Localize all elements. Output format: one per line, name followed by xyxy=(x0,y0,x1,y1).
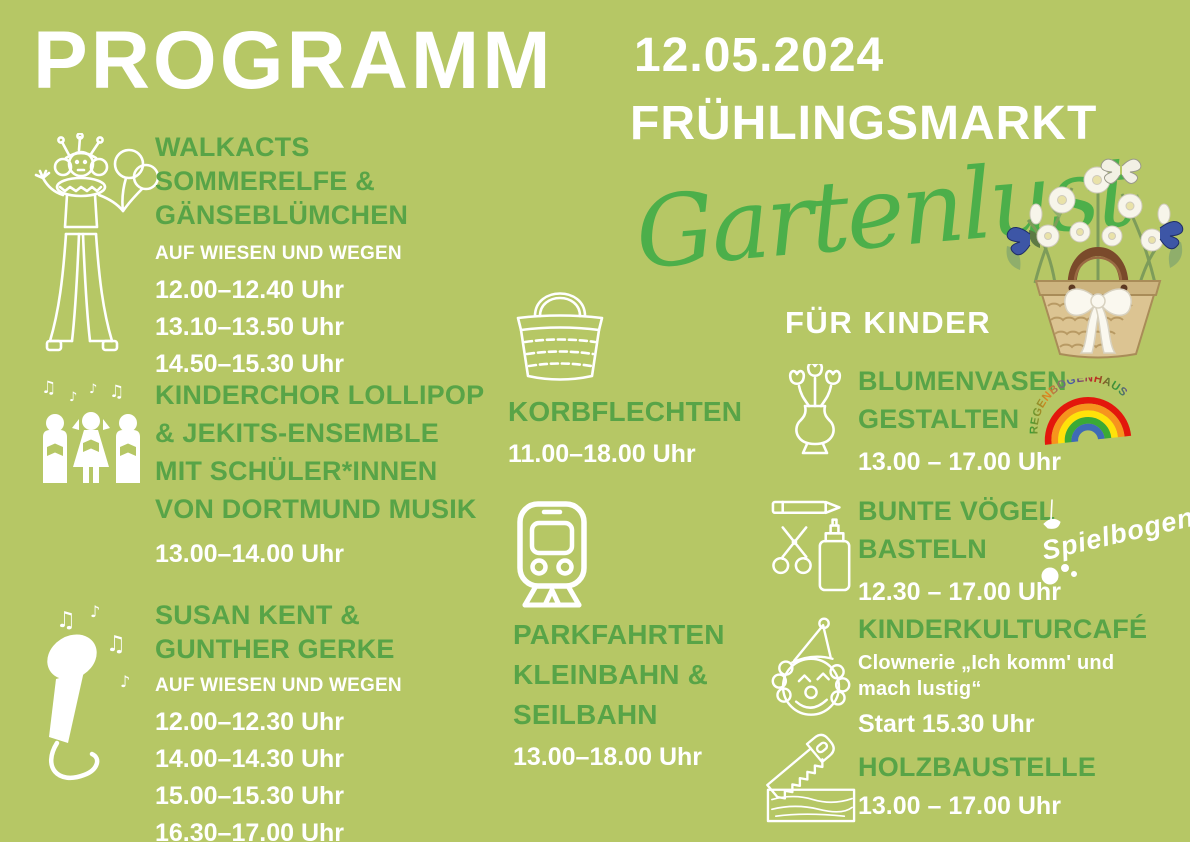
microphone-icon: ♫ ♪ ♫ ♪ xyxy=(47,602,130,781)
event-walkacts: WALKACTS SOMMERELFE & GÄNSEBLÜMCHEN AUF … xyxy=(155,130,495,383)
event-kinderchor: KINDERCHOR LOLLIPOP & JEKITS-ENSEMBLE MI… xyxy=(155,376,500,573)
event-title-line: HOLZBAUSTELLE xyxy=(858,752,1097,782)
event-title-line: PARKFAHRTEN xyxy=(513,619,725,650)
stilt-walker-icon xyxy=(34,133,160,352)
event-bunte-voegel: BUNTE VÖGEL BASTELN 12.30 – 17.00 Uhr xyxy=(858,492,1118,611)
event-time: 12.00–12.30 Uhr xyxy=(155,708,345,736)
event-time: 13.00 – 17.00 Uhr xyxy=(858,792,1061,820)
flower-basket-illustration xyxy=(1006,158,1184,359)
regenbogenhaus-logo: REGENBOGENHAUS xyxy=(1023,372,1133,445)
butterfly-blue-icon xyxy=(1006,221,1184,256)
event-title-line: BLUMENVASEN xyxy=(858,366,1067,396)
train-icon xyxy=(517,501,587,608)
page-title: PROGRAMM xyxy=(33,15,554,106)
event-title-line: WALKACTS xyxy=(155,132,310,162)
event-title-line: KINDERKULTURCAFÉ xyxy=(858,614,1148,644)
event-blumenvasen: BLUMENVASEN GESTALTEN 13.00 – 17.00 Uhr xyxy=(858,362,1118,481)
event-title-line: KORBFLECHTEN xyxy=(508,396,743,427)
event-title-line: GÄNSEBLÜMCHEN xyxy=(155,200,409,230)
event-name: FRÜHLINGSMARKT xyxy=(630,97,1098,150)
svg-text:♫: ♫ xyxy=(41,378,56,398)
svg-text:♪: ♪ xyxy=(90,602,100,621)
svg-text:♪: ♪ xyxy=(89,382,97,397)
event-korbflechten: KORBFLECHTEN 11.00–18.00 Uhr xyxy=(508,392,748,473)
event-time: 13.00–18.00 Uhr xyxy=(513,743,703,771)
event-title-line: VON DORTMUND MUSIK xyxy=(155,494,477,524)
event-kinderkulturcafe: KINDERKULTURCAFÉ Clownerie „Ich komm' un… xyxy=(858,612,1158,743)
flower-vase-icon xyxy=(788,364,842,455)
event-time: 14.50–15.30 Uhr xyxy=(155,350,345,378)
event-parkfahrten: PARKFAHRTEN KLEINBAHN & SEILBAHN 13.00–1… xyxy=(513,615,753,776)
event-title-line: KINDERCHOR LOLLIPOP xyxy=(155,380,485,410)
event-title-line: MIT SCHÜLER*INNEN xyxy=(155,456,438,486)
event-title-line: & JEKITS-ENSEMBLE xyxy=(155,418,439,448)
event-time: 13.00 – 17.00 Uhr xyxy=(858,448,1061,476)
event-time: Start 15.30 Uhr xyxy=(858,710,1035,738)
svg-text:♫: ♫ xyxy=(109,382,124,402)
event-title-line: SUSAN KENT & xyxy=(155,600,360,630)
event-subtitle-line: Clownerie „Ich komm' und xyxy=(858,652,1115,674)
svg-text:♫: ♫ xyxy=(106,632,126,657)
event-time: 15.00–15.30 Uhr xyxy=(155,782,345,810)
crafting-tools-icon xyxy=(771,500,851,592)
event-title-line: SOMMERELFE & xyxy=(155,166,375,196)
event-time: 12.30 – 17.00 Uhr xyxy=(858,578,1061,606)
event-title-line: KLEINBAHN & xyxy=(513,659,709,690)
event-time: 13.00–14.00 Uhr xyxy=(155,540,345,568)
event-subtitle-line: mach lustig“ xyxy=(858,678,982,700)
svg-text:♪: ♪ xyxy=(69,390,77,405)
saw-wood-icon xyxy=(766,733,856,823)
spielbogen-logo: Spielbogen xyxy=(1038,498,1190,593)
event-title-line: SEILBAHN xyxy=(513,699,658,730)
event-time: 12.00–12.40 Uhr xyxy=(155,276,345,304)
svg-text:♫: ♫ xyxy=(56,608,76,633)
wicker-basket-icon xyxy=(516,292,604,381)
event-time: 16.30–17.00 Uhr xyxy=(155,819,345,842)
event-time: 14.00–14.30 Uhr xyxy=(155,745,345,773)
event-title-line: BASTELN xyxy=(858,534,987,564)
svg-text:♪: ♪ xyxy=(120,672,130,691)
event-time: 11.00–18.00 Uhr xyxy=(508,440,696,468)
bow-ribbon xyxy=(1064,288,1132,354)
event-holzbaustelle: HOLZBAUSTELLE 13.00 – 17.00 Uhr xyxy=(858,748,1118,825)
event-time: 13.10–13.50 Uhr xyxy=(155,313,345,341)
event-subtitle: AUF WIESEN UND WEGEN xyxy=(155,243,402,264)
event-title-line: BUNTE VÖGEL xyxy=(858,496,1056,526)
choir-children-icon: ♫ ♪ ♪ ♫ xyxy=(41,378,140,483)
event-subtitle: AUF WIESEN UND WEGEN xyxy=(155,675,402,696)
event-title-line: GUNTHER GERKE xyxy=(155,634,395,664)
butterfly-white-icon xyxy=(1100,158,1142,184)
event-susan-kent: SUSAN KENT & GUNTHER GERKE AUF WIESEN UN… xyxy=(155,598,495,842)
event-date: 12.05.2024 xyxy=(634,29,885,82)
event-title-line: GESTALTEN xyxy=(858,404,1020,434)
kids-section-header: FÜR KINDER xyxy=(785,305,992,340)
clown-icon xyxy=(771,617,851,716)
